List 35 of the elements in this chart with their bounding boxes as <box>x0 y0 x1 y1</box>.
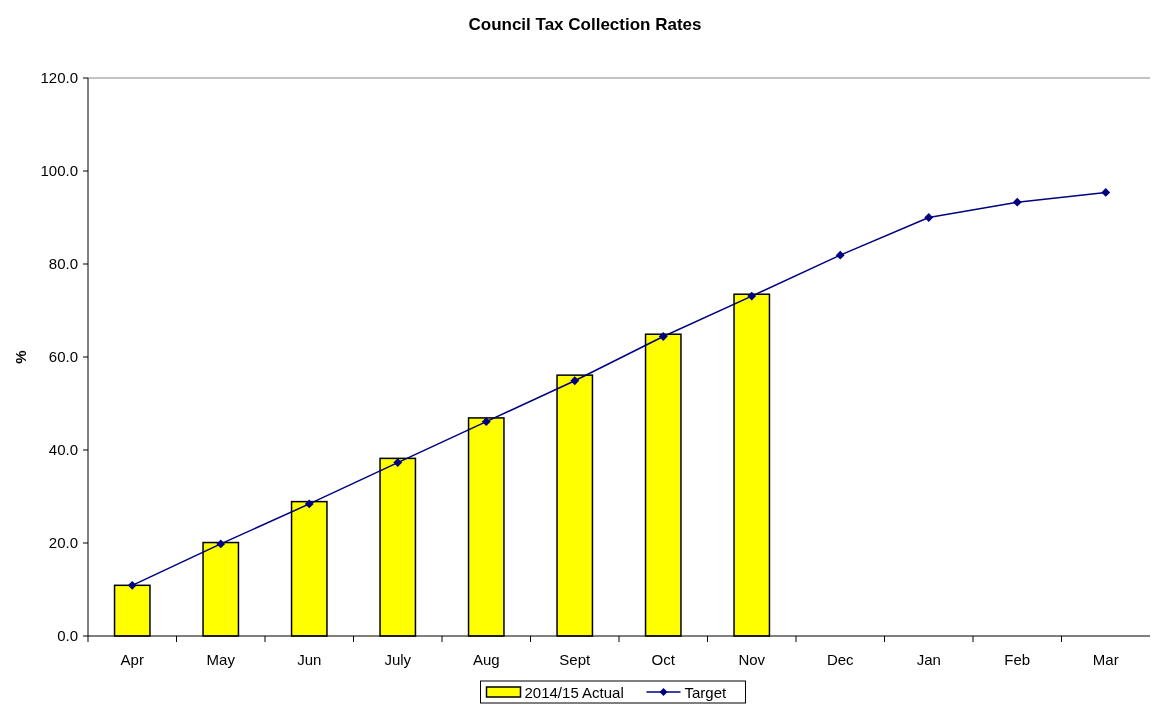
point <box>570 376 580 386</box>
point <box>304 499 314 509</box>
point <box>393 458 403 467</box>
x-tick-label: Dec <box>826 651 855 668</box>
y-tick-label: 0.0 <box>57 627 78 645</box>
y-tick-label: 60.0 <box>48 348 78 366</box>
x-tick-label: Jan <box>916 651 941 668</box>
point <box>924 213 934 222</box>
x-tick-label: Jun <box>297 651 322 668</box>
x-tick-label: Mar <box>1092 651 1119 668</box>
point <box>481 417 491 427</box>
y-tick-label: 100.0 <box>40 162 78 180</box>
point <box>1012 197 1022 207</box>
legend-label: Target <box>684 683 728 701</box>
y-axis-title: % <box>12 350 29 364</box>
x-tick-label: Feb <box>1004 651 1031 668</box>
y-tick-label: 80.0 <box>48 255 78 273</box>
x-tick-label: Apr <box>120 651 144 668</box>
x-tick-label: July <box>384 651 412 668</box>
y-tick-label: 20.0 <box>48 534 78 552</box>
y-tick-label: 40.0 <box>48 441 78 459</box>
x-tick-label: Sept <box>559 651 592 668</box>
x-tick-label: Nov <box>738 651 766 668</box>
point <box>747 291 757 301</box>
point <box>127 580 137 590</box>
point <box>216 539 226 549</box>
chart-title: Council Tax Collection Rates <box>468 15 702 34</box>
point <box>658 332 668 341</box>
point <box>1101 187 1111 197</box>
legend-label: 2014/15 Actual <box>524 683 624 701</box>
y-tick-label: 120.0 <box>40 69 78 87</box>
point <box>835 250 845 260</box>
x-tick-label: May <box>206 651 236 668</box>
x-tick-label: Oct <box>651 651 676 668</box>
x-tick-label: Aug <box>472 651 500 668</box>
